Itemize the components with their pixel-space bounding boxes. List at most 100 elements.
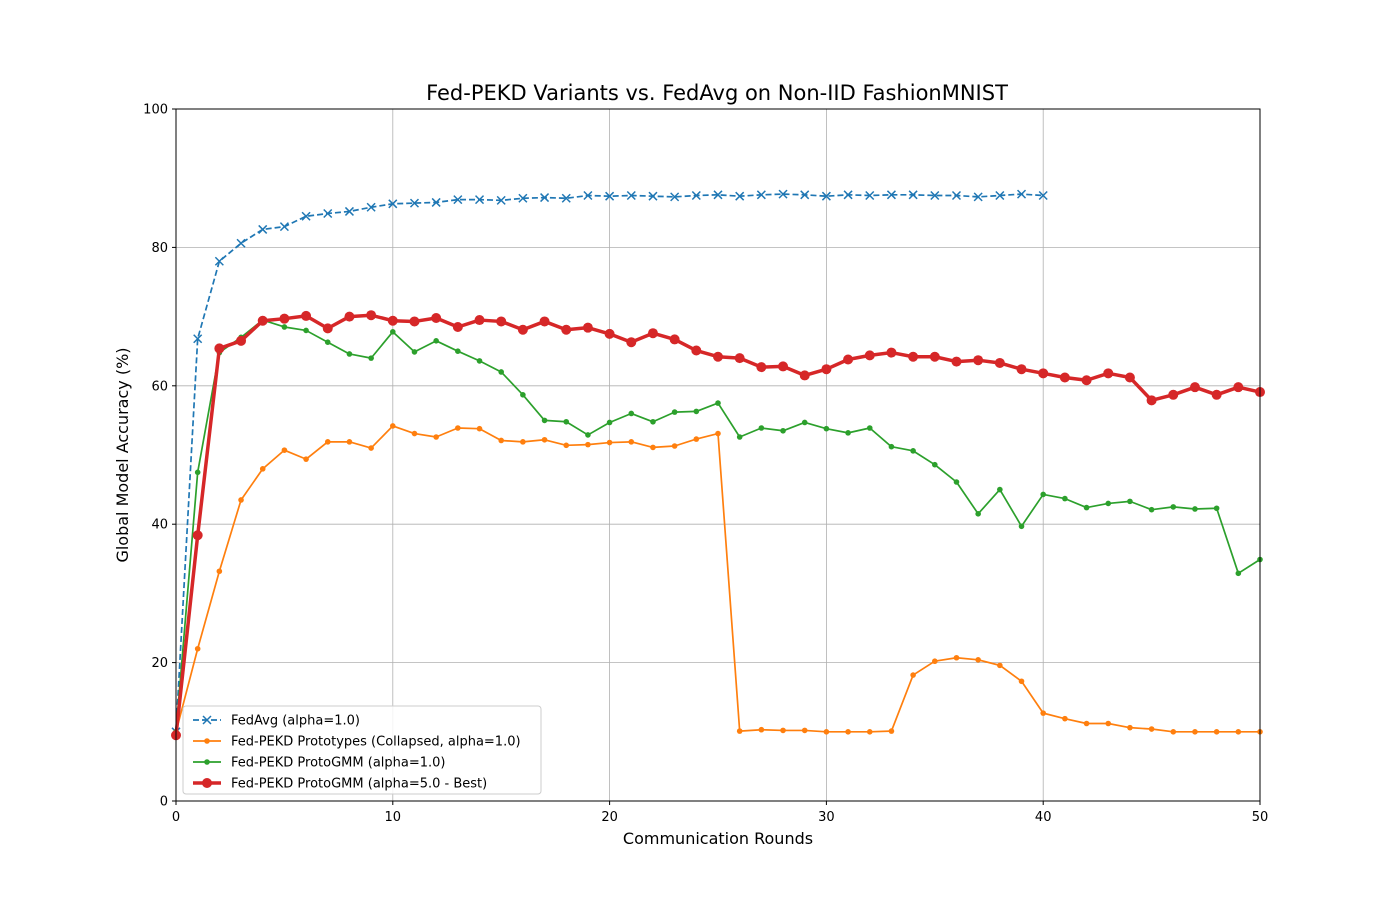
series-layer (171, 189, 1265, 741)
data-point (866, 729, 873, 735)
series-2 (173, 317, 1263, 735)
data-point (1213, 505, 1220, 512)
x-tick-label: 50 (1252, 810, 1269, 825)
data-point (1233, 382, 1244, 393)
data-point (606, 439, 613, 446)
data-point (214, 343, 225, 354)
legend-label: Fed-PEKD ProtoGMM (alpha=1.0) (231, 756, 446, 771)
data-point (520, 391, 526, 398)
data-point (910, 672, 916, 678)
data-point (823, 729, 830, 735)
data-point (346, 439, 353, 445)
data-point (1213, 729, 1220, 735)
data-point (997, 486, 1003, 493)
y-tick-label: 80 (151, 241, 168, 256)
data-point (735, 191, 745, 201)
data-point (1105, 500, 1112, 507)
data-point (301, 211, 311, 221)
x-tick-label: 30 (818, 810, 835, 825)
data-point (498, 437, 505, 444)
data-point (671, 443, 678, 449)
data-point (973, 192, 983, 202)
data-point (671, 409, 678, 415)
data-point (1081, 375, 1092, 386)
data-point (1146, 395, 1157, 406)
data-point (995, 190, 1005, 201)
data-point (1040, 491, 1046, 498)
data-point (604, 328, 615, 339)
data-point (951, 356, 962, 367)
data-point (975, 511, 981, 517)
data-point (888, 728, 895, 734)
data-point (1038, 368, 1049, 379)
series-line-1 (175, 425, 1260, 733)
data-point (669, 334, 680, 345)
y-tick-label: 60 (151, 379, 168, 394)
data-point (301, 310, 312, 321)
data-point (1170, 729, 1177, 735)
data-point (431, 312, 442, 323)
data-point (517, 324, 528, 335)
x-tick-label: 0 (172, 810, 180, 825)
data-point (647, 328, 658, 339)
data-point (821, 191, 831, 201)
series-line-3 (174, 313, 1261, 736)
data-point (932, 461, 938, 468)
data-point (411, 430, 418, 437)
data-point (541, 436, 548, 443)
y-tick-label: 20 (151, 656, 168, 671)
data-point (1062, 715, 1068, 722)
data-point (540, 193, 550, 203)
data-point (997, 662, 1003, 669)
data-point (1170, 504, 1177, 510)
data-point (257, 315, 268, 326)
y-tick-label: 100 (143, 103, 168, 118)
data-point (496, 195, 506, 205)
data-point (801, 727, 808, 734)
data-point (845, 430, 851, 436)
data-point (281, 447, 288, 453)
data-point (344, 311, 355, 322)
data-point (214, 256, 224, 266)
data-point (843, 354, 854, 365)
x-axis-label: Communication Rounds (623, 829, 813, 848)
data-point (585, 432, 591, 438)
data-point (303, 456, 309, 462)
data-point (973, 355, 984, 366)
data-point (975, 657, 981, 663)
data-point (734, 353, 745, 364)
data-point (1059, 372, 1070, 383)
data-point (279, 313, 290, 324)
data-point (1062, 495, 1068, 502)
data-point (866, 425, 873, 431)
legend-label: FedAvg (alpha=1.0) (231, 714, 360, 729)
data-point (715, 400, 721, 406)
data-point (259, 466, 266, 472)
data-point (756, 362, 767, 373)
data-point (518, 193, 528, 203)
data-point (455, 425, 461, 431)
data-point (390, 329, 396, 335)
data-point (585, 441, 591, 448)
data-point (1018, 678, 1025, 685)
data-point (865, 190, 875, 201)
data-point (498, 369, 505, 375)
data-point (1192, 729, 1198, 735)
data-point (1235, 729, 1242, 735)
data-point (194, 469, 201, 476)
data-point (236, 238, 246, 248)
data-point (1083, 504, 1090, 511)
data-point (650, 444, 656, 451)
data-point (843, 190, 853, 200)
data-point (864, 350, 875, 361)
data-point (1105, 720, 1112, 727)
legend-item: Fed-PEKD Prototypes (Collapsed, alpha=1.… (193, 735, 521, 750)
data-point (1127, 498, 1133, 505)
data-point (1235, 570, 1242, 577)
data-point (539, 316, 550, 327)
data-point (691, 190, 701, 201)
data-point (258, 224, 268, 234)
data-point (324, 339, 331, 346)
data-point (626, 190, 636, 201)
